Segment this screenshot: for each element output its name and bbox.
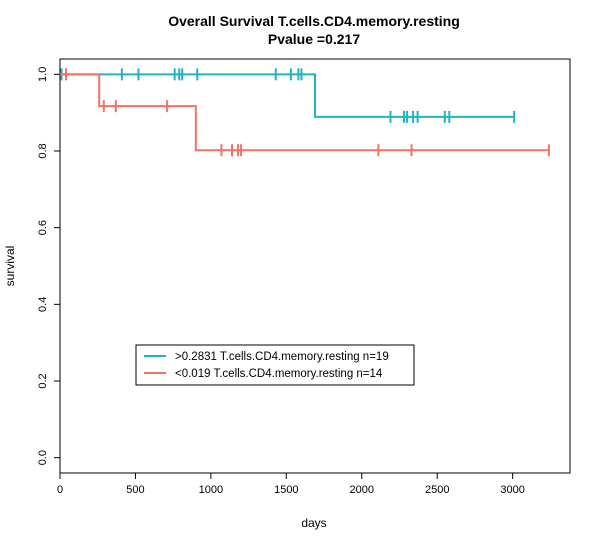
y-axis: 0.0 0.2 0.4 0.6 0.8 1.0 bbox=[37, 67, 60, 465]
x-tick-label: 0 bbox=[57, 484, 63, 496]
legend-label-series-1: >0.2831 T.cells.CD4.memory.resting n=19 bbox=[175, 351, 389, 363]
x-axis-label: days bbox=[301, 516, 326, 530]
y-tick-label: 0.8 bbox=[37, 143, 49, 158]
y-tick-label: 1.0 bbox=[37, 67, 49, 82]
legend-box bbox=[135, 344, 415, 386]
chart-title: Overall Survival T.cells.CD4.memory.rest… bbox=[168, 13, 460, 29]
legend-label-series-2: <0.019 T.cells.CD4.memory.resting n=14 bbox=[175, 368, 383, 380]
survival-curve-series-2 bbox=[60, 73, 549, 152]
y-tick-label: 0.2 bbox=[37, 373, 49, 388]
series-layer bbox=[60, 68, 550, 157]
y-tick-label: 0.0 bbox=[37, 450, 49, 465]
y-tick-label: 0.4 bbox=[37, 297, 49, 312]
x-tick-label: 1000 bbox=[199, 484, 223, 496]
x-axis: 0 500 1000 1500 2000 2500 3000 bbox=[57, 473, 525, 496]
x-tick-label: 3000 bbox=[500, 484, 524, 496]
legend: >0.2831 T.cells.CD4.memory.resting n=19 … bbox=[135, 344, 415, 386]
plot-frame bbox=[59, 58, 571, 474]
y-tick-label: 0.6 bbox=[37, 220, 49, 235]
x-tick-label: 2000 bbox=[350, 484, 374, 496]
x-tick-label: 1500 bbox=[274, 484, 298, 496]
x-tick-label: 2500 bbox=[425, 484, 449, 496]
x-tick-label: 500 bbox=[126, 484, 144, 496]
chart-subtitle: Pvalue =0.217 bbox=[268, 31, 360, 47]
y-axis-label: survival bbox=[3, 246, 17, 287]
survival-curve-series-1 bbox=[60, 73, 515, 118]
